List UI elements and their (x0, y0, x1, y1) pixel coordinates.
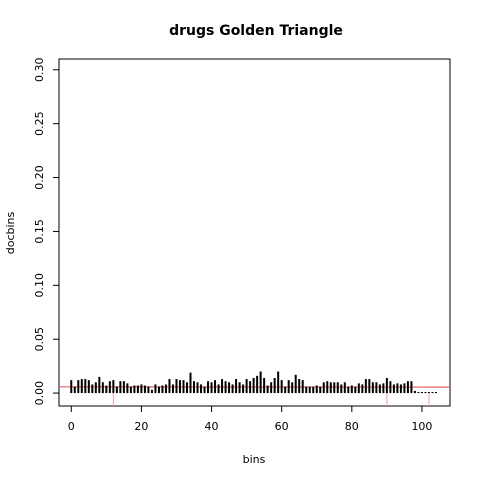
x-tick-label: 60 (275, 420, 289, 433)
y-axis-label: docbins (4, 211, 17, 254)
y-tick-label: 0.00 (33, 381, 46, 406)
x-tick-label: 20 (134, 420, 148, 433)
y-axis: 0.00 0.05 0.10 0.15 0.20 0.25 0.30 (33, 58, 59, 406)
bar-series (70, 371, 437, 394)
y-tick-label: 0.05 (33, 327, 46, 352)
x-tick-label: 40 (205, 420, 219, 433)
y-tick-label: 0.20 (33, 165, 46, 190)
y-tick-label: 0.30 (33, 58, 46, 83)
x-tick-label: 80 (345, 420, 359, 433)
y-tick-label: 0.15 (33, 219, 46, 244)
plot-frame (58, 58, 451, 407)
x-axis: 0 20 40 60 80 100 (68, 406, 432, 433)
y-tick-label: 0.25 (33, 111, 46, 136)
x-axis-label: bins (243, 453, 266, 466)
x-tick-label: 0 (68, 420, 75, 433)
x-tick-label: 100 (411, 420, 432, 433)
chart-title: drugs Golden Triangle (169, 23, 343, 39)
y-tick-label: 0.10 (33, 273, 46, 298)
